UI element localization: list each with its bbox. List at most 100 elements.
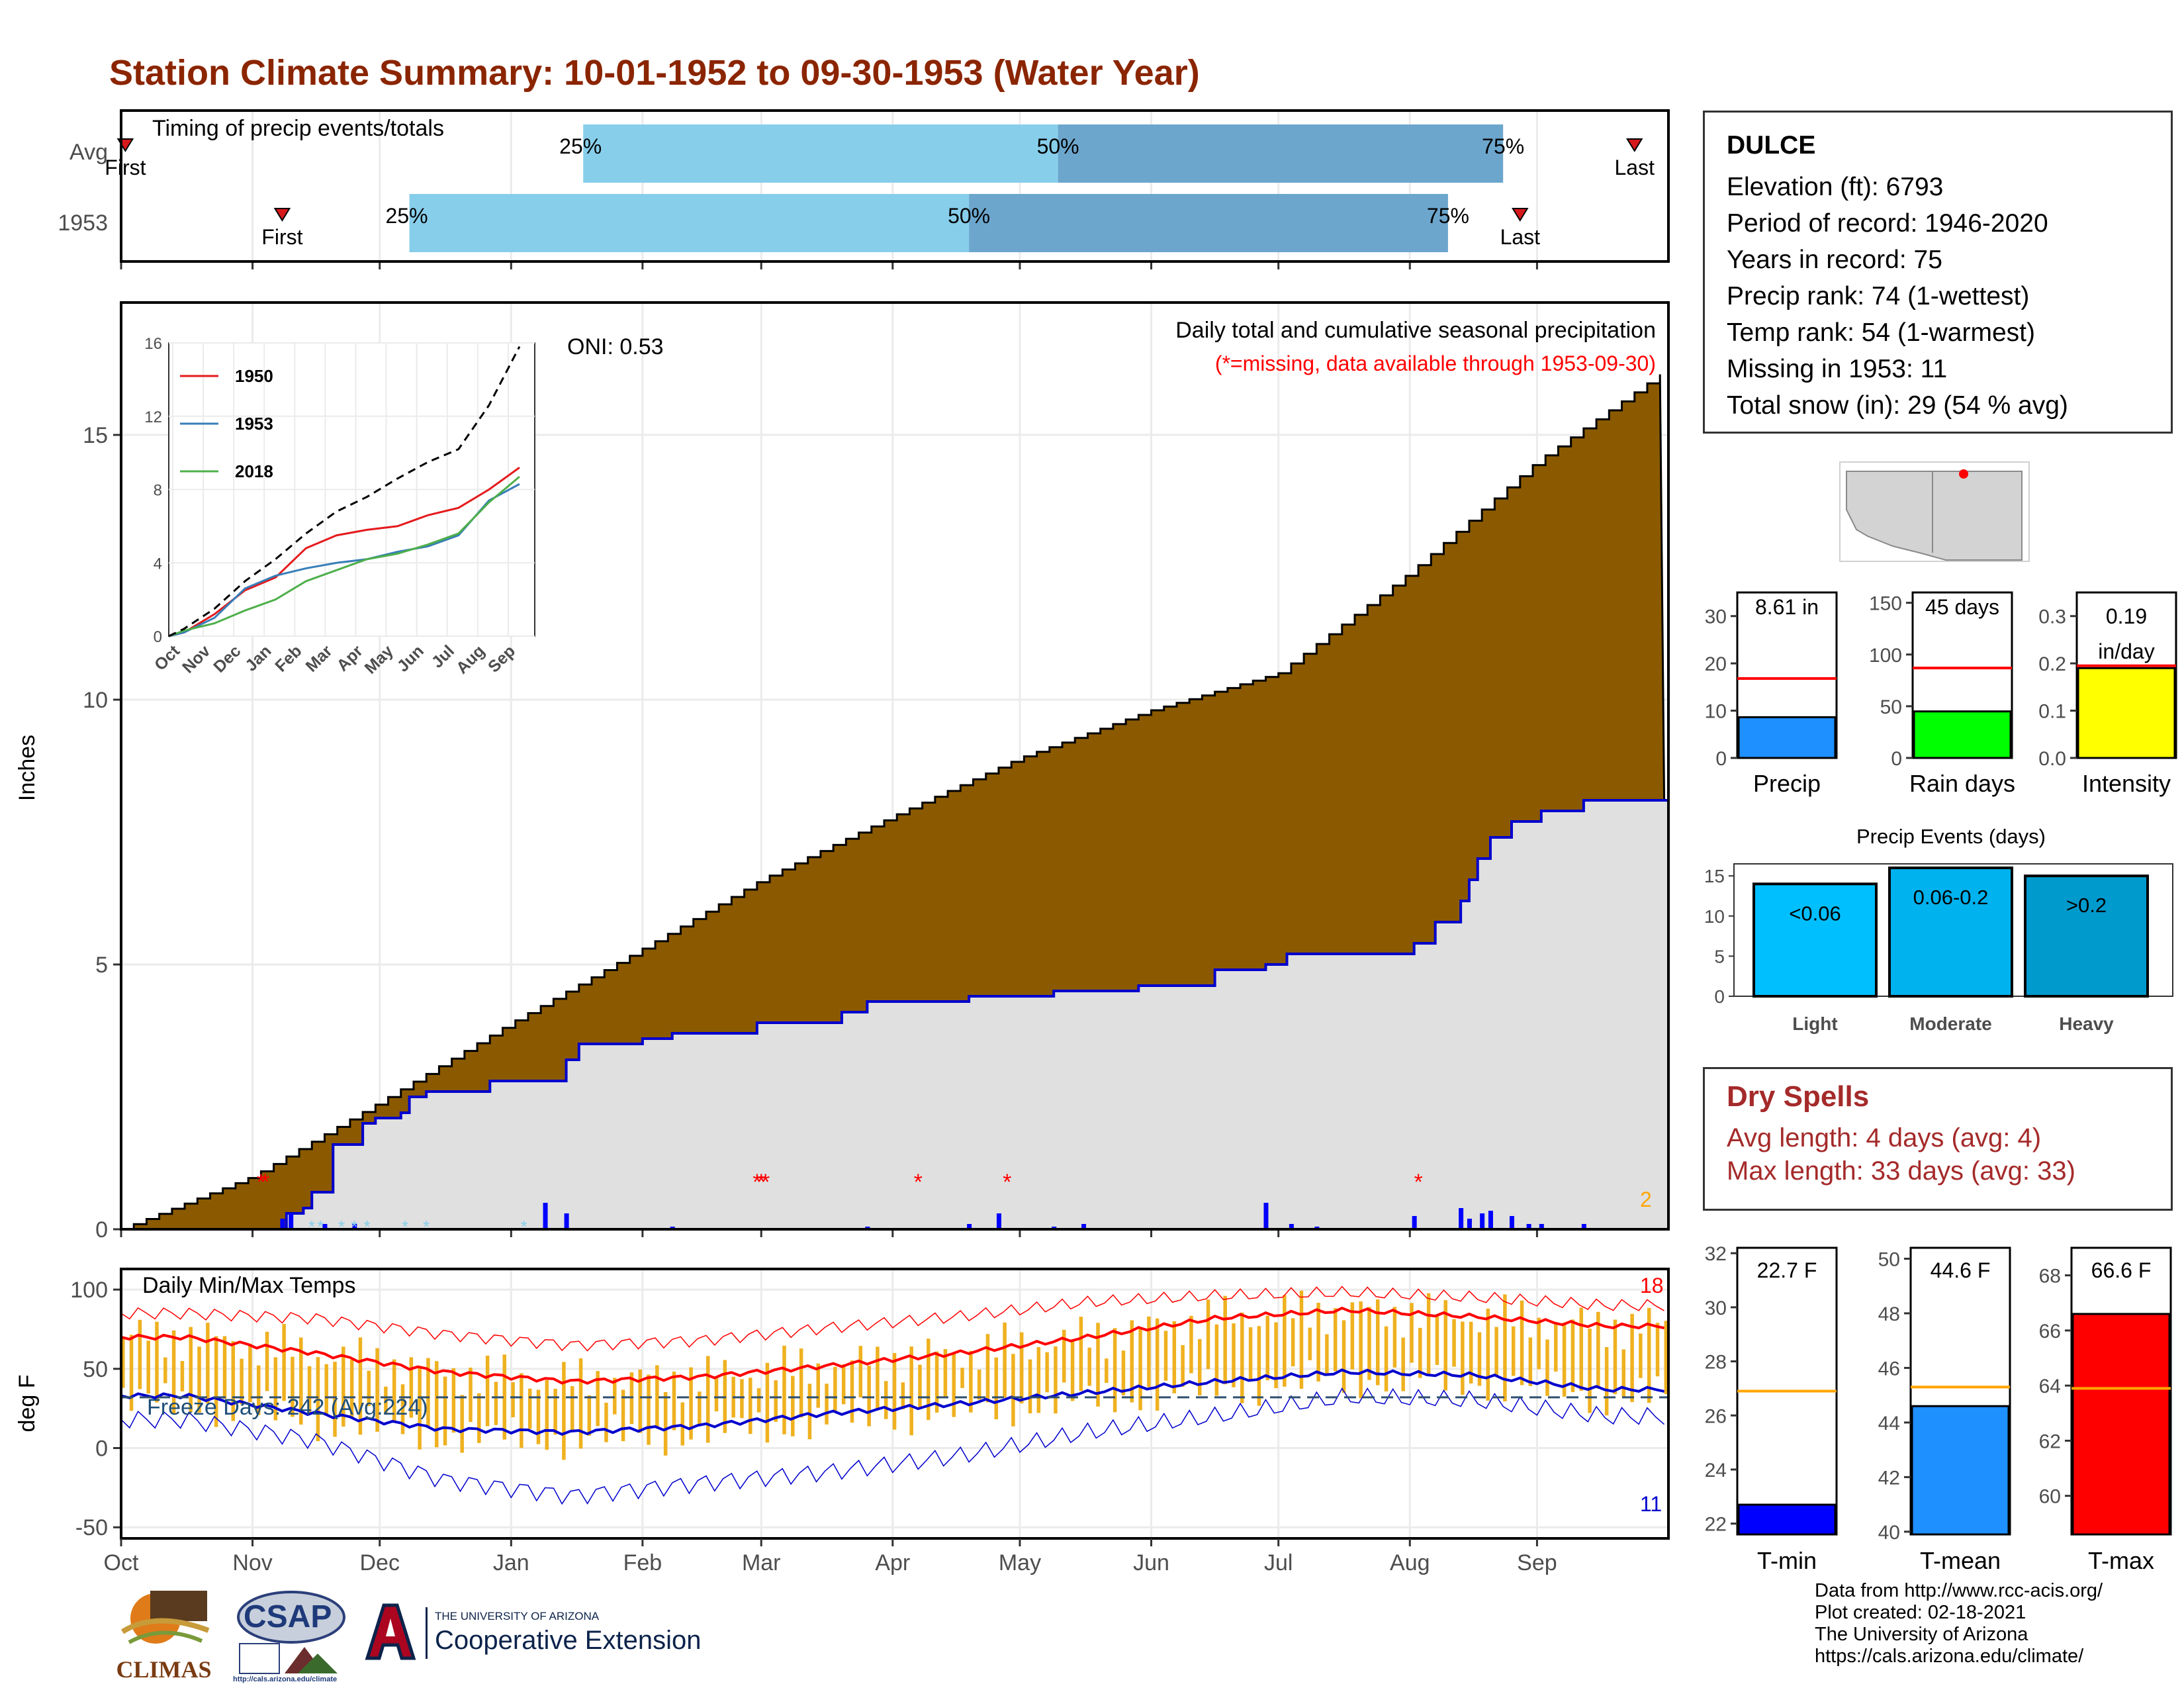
daily-temp-bar: [206, 1323, 210, 1404]
daily-temp-bar: [613, 1378, 617, 1415]
missing-marker: *: [761, 1170, 770, 1195]
events-ytick-label: 5: [1714, 946, 1725, 966]
daily-temp-bar: [1163, 1331, 1168, 1381]
daily-temp-bar: [1503, 1294, 1507, 1402]
inset-ytick-label: 0: [154, 628, 162, 646]
daily-temp-bar: [1054, 1346, 1058, 1414]
temps-ytick-label: -50: [75, 1515, 108, 1540]
temp-summary-value-T-mean: 44.6 F: [1931, 1258, 1991, 1282]
daily-temp-bar: [841, 1364, 846, 1405]
station-marker: [1959, 469, 1968, 479]
daily-temp-bar: [1019, 1332, 1024, 1404]
precip-ytick-label: 5: [95, 953, 108, 978]
temps-xtick-label: Jan: [493, 1550, 529, 1575]
daily-temp-bar: [189, 1327, 193, 1412]
daily-temp-bar: [1028, 1359, 1032, 1414]
events-bar-Heavy: [2024, 874, 2149, 998]
daily-temp-bar: [1655, 1323, 1660, 1377]
events-ytick-label: 15: [1704, 866, 1725, 886]
summary-ytick-label: 30: [1705, 606, 1727, 628]
page-title: Station Climate Summary: 10-01-1952 to 0…: [109, 53, 1200, 93]
summary-value-Precip: 8.61 in: [1755, 595, 1819, 619]
daily-temp-bar: [918, 1364, 922, 1407]
timing-marker-last: [1625, 138, 1643, 152]
summary-value-Intensity: 0.19: [2106, 604, 2147, 628]
timing-row-1953: 1953: [58, 211, 108, 236]
temp-summary-ytick-label: 42: [1878, 1467, 1900, 1489]
summary-ytick-label: 0.3: [2038, 606, 2066, 628]
daily-temp-bar: [138, 1319, 142, 1389]
daily-temp-bar: [1596, 1311, 1600, 1389]
daily-temp-bar: [1630, 1313, 1634, 1403]
daily-temp-bar: [1664, 1321, 1668, 1395]
events-xtick-label: Moderate: [1909, 1013, 1991, 1034]
temp-summary-ytick-label: 24: [1705, 1460, 1727, 1481]
daily-temp-bar: [358, 1337, 363, 1435]
daily-temp-bar: [1325, 1334, 1329, 1374]
daily-temp-bar: [426, 1358, 430, 1429]
events-bar-label-Moderate: 0.06-0.2: [1913, 886, 1989, 909]
daily-temp-bar: [1639, 1333, 1643, 1378]
daily-temp-bar: [774, 1380, 778, 1422]
daily-temp-bar: [129, 1335, 134, 1411]
snow-marker: *: [520, 1217, 527, 1237]
daily-temp-bar: [1113, 1328, 1117, 1413]
dry-spells-box: Dry Spells Avg length: 4 days (avg: 4) M…: [1703, 1067, 2173, 1211]
temp-summary-label-T-max: T-max: [2088, 1547, 2154, 1574]
daily-temp-bar: [740, 1379, 744, 1419]
station-years: Years in record: 75: [1727, 246, 1942, 274]
daily-temp-bar: [384, 1386, 388, 1414]
daily-temp-bar: [248, 1343, 252, 1403]
timing-label-last: Last: [1500, 225, 1541, 249]
daily-temp-bar: [1435, 1316, 1439, 1365]
daily-temp-bar: [273, 1357, 278, 1421]
daily-temp-bar: [520, 1373, 523, 1448]
summary-ytick-label: 10: [1705, 701, 1727, 723]
daily-temp-bar: [1528, 1337, 1533, 1386]
temp-summary-ytick-label: 44: [1878, 1413, 1900, 1434]
daily-temp-bar: [1011, 1354, 1015, 1427]
daily-temp-bar: [265, 1331, 269, 1391]
daily-temp-bar: [451, 1368, 456, 1433]
missing-marker: *: [1003, 1170, 1011, 1195]
daily-temp-bar: [1240, 1312, 1244, 1403]
daily-temp-bar: [1511, 1326, 1516, 1376]
daily-temp-bar: [1087, 1347, 1091, 1386]
daily-temp-bar: [825, 1383, 829, 1425]
daily-temp-bar: [1223, 1295, 1227, 1385]
daily-temp-bar: [545, 1380, 549, 1450]
credit-line-2: Plot created: 02-18-2021: [1815, 1602, 2026, 1623]
missing-label: (*=missing, data available through 1953-…: [1215, 352, 1656, 375]
missing-marker: *: [1414, 1170, 1422, 1195]
inset-ytick-label: 16: [144, 335, 162, 353]
inset-ytick-label: 8: [154, 482, 162, 500]
daily-temp-bar: [1443, 1300, 1448, 1391]
daily-precip-bar: [1289, 1224, 1294, 1229]
daily-temp-bar: [1494, 1327, 1498, 1376]
daily-temp-bar: [1197, 1338, 1202, 1395]
daily-temp-bar: [816, 1363, 820, 1408]
daily-temp-bar: [1554, 1323, 1558, 1372]
daily-temp-bar: [1274, 1322, 1278, 1389]
daily-precip-bar: [1467, 1219, 1472, 1229]
daily-temp-bar: [934, 1351, 939, 1413]
temp-summary-ytick-label: 68: [2039, 1266, 2061, 1288]
summary-ytick-label: 0.1: [2038, 701, 2066, 723]
daily-temp-bar: [621, 1389, 625, 1442]
daily-temp-bar: [1147, 1316, 1151, 1387]
climas-logo: CLIMAS: [109, 1584, 218, 1683]
daily-temp-bar: [1130, 1320, 1134, 1403]
precip-summary-bars: 0 10 20 30 8.61 in Precip 0 50 100 150 45 days Rain…: [1705, 591, 2177, 797]
climas-emblem-icon: [120, 1591, 210, 1644]
timing-row-avg: Avg: [69, 140, 108, 165]
summary-ytick-label: 20: [1705, 653, 1727, 675]
daily-precip-bar: [1581, 1224, 1586, 1229]
daily-temp-bar: [1359, 1301, 1363, 1399]
daily-temp-bar: [1562, 1322, 1567, 1397]
timing-bar-q25-q50: [409, 194, 970, 252]
daily-temp-bar: [553, 1389, 557, 1435]
daily-temp-bar: [1537, 1317, 1541, 1370]
daily-temp-bar: [146, 1340, 150, 1394]
daily-temp-bar: [1232, 1323, 1236, 1387]
